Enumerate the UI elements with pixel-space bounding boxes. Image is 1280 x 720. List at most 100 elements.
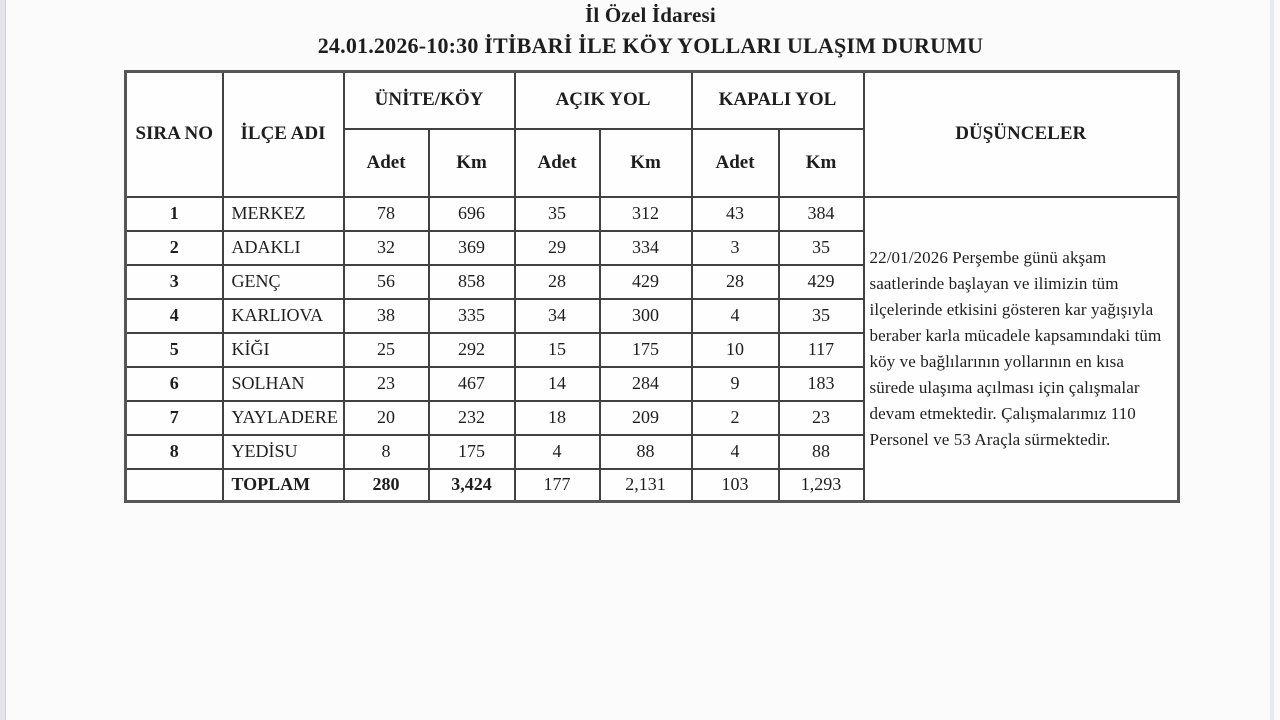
cell-sira-empty (124, 467, 224, 503)
cell-kapali-km: 88 (777, 433, 865, 470)
cell-sira: 5 (124, 331, 224, 368)
cell-unite-km: 292 (427, 331, 516, 368)
cell-ilce: YAYLADERE (221, 399, 345, 436)
cell-unite-adet: 23 (342, 365, 430, 402)
cell-kapali-adet: 43 (690, 195, 780, 232)
table-row: 5 KİĞI 25 292 15 175 10 117 (124, 331, 1179, 368)
total-label: TOPLAM (221, 467, 345, 503)
cell-kapali-adet: 2 (690, 399, 780, 436)
cell-unite-km: 335 (427, 297, 516, 334)
cell-ilce: KİĞI (221, 331, 345, 368)
document-subtitle: 24.01.2026-10:30 İTİBARİ İLE KÖY YOLLARI… (317, 33, 984, 58)
table-row: 8 YEDİSU 8 175 4 88 4 88 (124, 433, 1179, 470)
cell-unite-km: 467 (427, 365, 516, 402)
cell-acik-km: 88 (598, 433, 693, 470)
total-acik-adet: 177 (513, 467, 601, 503)
cell-sira: 1 (124, 195, 224, 232)
cell-unite-adet: 20 (342, 399, 430, 436)
cell-acik-adet: 28 (513, 263, 601, 300)
cell-unite-adet: 25 (342, 331, 430, 368)
cell-unite-adet: 78 (342, 195, 430, 232)
header-sira-no: SIRA NO (124, 70, 224, 198)
cell-sira: 6 (124, 365, 224, 402)
cell-unite-adet: 56 (342, 263, 430, 300)
cell-kapali-km: 384 (777, 195, 865, 232)
cell-acik-adet: 34 (513, 297, 601, 334)
table-row: 6 SOLHAN 23 467 14 284 9 183 (124, 365, 1179, 402)
cell-unite-km: 175 (427, 433, 516, 470)
total-row: TOPLAM 280 3,424 177 2,131 103 1,293 (124, 467, 1179, 503)
cell-unite-km: 858 (427, 263, 516, 300)
cell-kapali-adet: 10 (690, 331, 780, 368)
cell-kapali-km: 23 (777, 399, 865, 436)
cell-acik-km: 209 (598, 399, 693, 436)
cell-sira: 3 (124, 263, 224, 300)
header-unite-koy: ÜNİTE/KÖY (342, 70, 516, 130)
total-unite-adet: 280 (342, 467, 430, 503)
header-kapali-km: Km (777, 127, 865, 198)
header-row-groups: SIRA NO İLÇE ADI ÜNİTE/KÖY AÇIK YOL KAPA… (124, 70, 1180, 198)
cell-acik-km: 175 (598, 331, 693, 368)
cell-acik-adet: 15 (513, 331, 601, 368)
cell-sira: 4 (124, 297, 224, 334)
cell-kapali-adet: 9 (690, 365, 780, 402)
header-acik-yol: AÇIK YOL (513, 70, 693, 130)
cell-kapali-adet: 28 (690, 263, 780, 300)
cell-kapali-km: 35 (777, 297, 865, 334)
cell-acik-km: 284 (598, 365, 693, 402)
table-row: 7 YAYLADERE 20 232 18 209 2 23 (124, 399, 1179, 436)
header-unite-adet: Adet (342, 127, 430, 198)
cell-kapali-km: 183 (777, 365, 865, 402)
cell-acik-adet: 18 (513, 399, 601, 436)
cell-sira: 2 (124, 229, 224, 266)
cell-acik-km: 429 (598, 263, 693, 300)
table-row: 2 ADAKLI 32 369 29 334 3 35 (124, 229, 1179, 266)
cell-kapali-km: 35 (777, 229, 865, 266)
cell-unite-km: 369 (427, 229, 516, 266)
cell-kapali-adet: 4 (690, 433, 780, 470)
cell-sira: 8 (124, 433, 224, 470)
total-acik-km: 2,131 (598, 467, 693, 503)
cell-unite-km: 232 (427, 399, 516, 436)
table-row: 3 GENÇ 56 858 28 429 28 429 (124, 263, 1179, 300)
cell-acik-adet: 4 (513, 433, 601, 470)
header-dusunceler: DÜŞÜNCELER (862, 70, 1180, 198)
page-edge-left (0, 0, 6, 720)
page-edge-right (1270, 0, 1274, 720)
header-acik-km: Km (598, 127, 693, 198)
cell-sira: 7 (124, 399, 224, 436)
cell-ilce: ADAKLI (221, 229, 345, 266)
cell-unite-km: 696 (427, 195, 516, 232)
header-ilce-adi: İLÇE ADI (221, 70, 345, 198)
cell-unite-adet: 38 (342, 297, 430, 334)
road-status-table: SIRA NO İLÇE ADI ÜNİTE/KÖY AÇIK YOL KAPA… (124, 70, 1181, 503)
cell-acik-km: 312 (598, 195, 693, 232)
cell-ilce: GENÇ (221, 263, 345, 300)
cell-kapali-km: 429 (777, 263, 865, 300)
cell-unite-adet: 32 (342, 229, 430, 266)
cell-acik-adet: 29 (513, 229, 601, 266)
header-unite-km: Km (427, 127, 516, 198)
table-row: 1 MERKEZ 78 696 35 312 43 384 22/01/2026… (124, 195, 1180, 503)
cell-ilce: MERKEZ (221, 195, 345, 232)
cell-kapali-adet: 3 (690, 229, 780, 266)
cell-kapali-adet: 4 (690, 297, 780, 334)
header-acik-adet: Adet (513, 127, 601, 198)
notes-cell: 22/01/2026 Perşembe günü akşam saatlerin… (862, 195, 1180, 503)
cell-acik-adet: 14 (513, 365, 601, 402)
header-kapali-yol: KAPALI YOL (690, 70, 865, 130)
total-kapali-km: 1,293 (777, 467, 865, 503)
table-row: 4 KARLIOVA 38 335 34 300 4 35 (124, 297, 1179, 334)
cell-ilce: YEDİSU (221, 433, 345, 470)
cell-acik-adet: 35 (513, 195, 601, 232)
header-kapali-adet: Adet (690, 127, 780, 198)
cell-unite-adet: 8 (342, 433, 430, 470)
total-kapali-adet: 103 (690, 467, 780, 503)
document-title: İl Özel İdaresi (585, 3, 716, 27)
cell-acik-km: 300 (598, 297, 693, 334)
cell-kapali-km: 117 (777, 331, 865, 368)
document-header: İl Özel İdaresi 24.01.2026-10:30 İTİBARİ… (124, 3, 1177, 59)
header-row-subcolumns: Adet Km Adet Km Adet Km (126, 127, 1179, 198)
cell-acik-km: 334 (598, 229, 693, 266)
cell-ilce: KARLIOVA (221, 297, 345, 334)
